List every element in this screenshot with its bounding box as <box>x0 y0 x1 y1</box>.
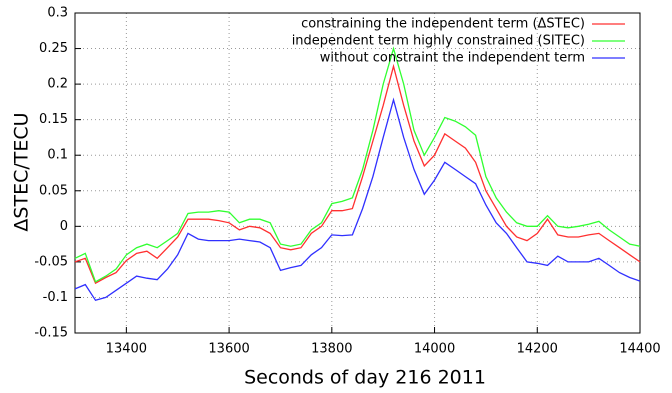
y-tick-label: 0.2 <box>47 77 68 92</box>
x-tick-label: 14200 <box>517 342 558 357</box>
y-tick-label: 0 <box>60 219 68 234</box>
x-tick-label: 14000 <box>414 342 455 357</box>
legend-label: independent term highly constrained (SIT… <box>292 34 585 49</box>
y-tick-label: 0.3 <box>47 6 68 21</box>
y-axis-label: ΔSTEC/TECU <box>11 112 33 231</box>
x-tick-label: 13800 <box>311 342 352 357</box>
y-tick-label: -0.05 <box>34 254 68 269</box>
series-line <box>74 97 641 302</box>
y-tick-label: -0.1 <box>43 290 68 305</box>
y-tick-label: 0.05 <box>39 183 68 198</box>
legend-label: constraining the independent term (ΔSTEC… <box>301 17 585 32</box>
x-tick-label: 13400 <box>106 342 147 357</box>
plot-frame <box>74 12 641 334</box>
x-tick-label: 14400 <box>619 342 660 357</box>
series-line <box>74 46 641 283</box>
series-line <box>74 63 641 285</box>
y-tick-label: -0.15 <box>34 326 68 341</box>
x-axis-label: Seconds of day 216 2011 <box>244 367 486 389</box>
y-tick-label: 0.1 <box>47 148 68 163</box>
y-tick-label: 0.25 <box>39 41 68 56</box>
legend-label: without constraint the independent term <box>320 51 585 66</box>
x-tick-label: 13600 <box>208 342 249 357</box>
y-tick-label: 0.15 <box>39 112 68 127</box>
